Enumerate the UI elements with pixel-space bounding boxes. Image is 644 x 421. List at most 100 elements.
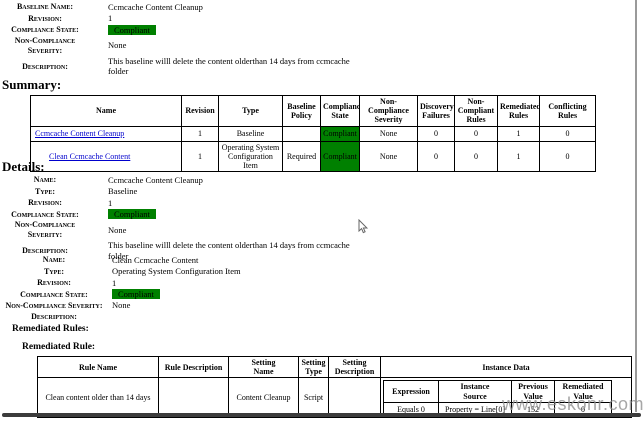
col-conflicting-rules: Conflicting Rules	[539, 95, 596, 127]
cell-discovery-failures: 0	[417, 140, 455, 173]
cell-remediated-rules: 1	[497, 140, 540, 173]
mouse-cursor-icon	[358, 219, 369, 234]
instance-header-row: Expression Instance Source Previous Valu…	[383, 380, 612, 403]
summary-header-row: Name Revision Type Baseline Policy Compl…	[30, 95, 596, 127]
type-row: Type: Baseline	[0, 186, 358, 196]
cell-setting-name: Content Cleanup	[228, 377, 299, 419]
description-label: Description:	[22, 61, 68, 71]
baseline-link[interactable]: Ccmcache Content Cleanup	[35, 128, 125, 138]
compliant-badge: Compliant	[108, 24, 156, 35]
compliance-state-row: Compliance State: Compliant	[0, 209, 358, 220]
baseline-name-row: Baseline Name: Ccmcache Content Cleanup	[0, 2, 358, 12]
name-row: Name: Ccmcache Content Cleanup	[0, 175, 358, 185]
cell-non-compliant-rules: 0	[454, 125, 498, 142]
compliance-state-label: Compliance State:	[20, 289, 88, 299]
cell-non-compliant-rules: 0	[454, 140, 498, 173]
severity-value: None	[108, 224, 127, 235]
severity-row: Non-Compliance Severity: None	[0, 300, 362, 310]
col-compliance-state: Compliance State	[320, 95, 360, 127]
type-value: Operating System Configuration Item	[112, 266, 241, 277]
description-row: Description: This baseline willl delete …	[0, 240, 358, 261]
severity-value: None	[108, 40, 127, 51]
revision-row: Revision: 1	[0, 198, 358, 208]
severity-label: Non-Compliance Severity:	[14, 220, 76, 239]
baseline-link-cell: Ccmcache Content Cleanup	[30, 125, 182, 142]
col-rule-name: Rule Name	[37, 355, 159, 379]
severity-value: None	[112, 300, 131, 311]
description-label: Description:	[31, 311, 77, 321]
description-value: This baseline willl delete the content o…	[108, 240, 350, 261]
revision-label: Revision:	[28, 13, 62, 23]
cell-baseline-policy	[282, 125, 321, 142]
compliant-badge: Compliant	[108, 209, 156, 220]
type-value: Baseline	[108, 186, 138, 197]
cell-setting-description	[328, 377, 381, 419]
revision-value: 1	[108, 13, 113, 24]
rule-table-header-row: Rule Name Rule Description Setting Name …	[37, 355, 632, 379]
compliant-badge: Compliant	[112, 289, 160, 300]
name-value: Ccmcache Content Cleanup	[108, 175, 203, 185]
summary-heading: Summary:	[2, 77, 62, 92]
baseline-name-label: Baseline Name:	[16, 2, 74, 12]
cell-compliance-state: Compliant	[320, 140, 360, 173]
col-rule-description: Rule Description	[158, 355, 229, 379]
severity-row: Non-Compliance Severity: None	[0, 36, 358, 55]
cell-setting-type: Script	[298, 377, 329, 419]
compliance-state-value: Compliant	[108, 209, 358, 220]
description-row: Description: This baseline willl delete …	[0, 56, 358, 77]
type-row: Type: Operating System Configuration Ite…	[0, 266, 362, 276]
cell-baseline-policy: Required	[282, 140, 321, 173]
col-instance-source: Instance Source	[438, 380, 512, 403]
col-remediated-rules: Remediated Rules	[497, 95, 540, 127]
cell-severity: None	[359, 140, 418, 173]
baseline-name-value: Ccmcache Content Cleanup	[108, 2, 203, 12]
cell-revision: 1	[181, 125, 219, 142]
col-setting-description: Setting Description	[328, 355, 381, 379]
description-label: Description:	[22, 245, 68, 255]
cell-severity: None	[359, 125, 418, 142]
name-value: Clean Ccmcache Content	[112, 255, 199, 265]
name-label: Name:	[33, 175, 57, 185]
table-row: Clean Ccmcache Content 1 Operating Syste…	[30, 140, 596, 173]
cell-rule-description	[158, 377, 229, 419]
revision-value: 1	[108, 197, 113, 208]
type-label: Type:	[35, 186, 55, 196]
watermark: www.eskonr.com	[502, 394, 644, 414]
image-frame-right-edge	[635, 0, 637, 412]
remediated-rule-table: Rule Name Rule Description Setting Name …	[37, 355, 632, 419]
image-frame-bottom-edge	[2, 413, 641, 417]
revision-value: 1	[112, 277, 117, 288]
table-row: Ccmcache Content Cleanup 1 Baseline Comp…	[30, 125, 596, 142]
remediated-rule-heading: Remediated Rule:	[22, 342, 96, 352]
cell-rule-name: Clean content older than 14 days	[37, 377, 159, 419]
severity-label: Non-Compliance Severity:	[5, 300, 103, 310]
table-row: Clean content older than 14 days Content…	[37, 377, 632, 419]
name-label: Name:	[42, 255, 66, 265]
col-name: Name	[30, 95, 182, 127]
cell-remediated-rules: 1	[497, 125, 540, 142]
cell-revision: 1	[181, 140, 219, 173]
revision-label: Revision:	[37, 278, 71, 288]
cell-discovery-failures: 0	[417, 125, 455, 142]
compliance-state-label: Compliance State:	[11, 209, 79, 219]
ci-link-cell: Clean Ccmcache Content	[30, 140, 182, 173]
col-baseline-policy: Baseline Policy	[282, 95, 321, 127]
col-expression: Expression	[383, 380, 439, 403]
revision-label: Revision:	[28, 198, 62, 208]
col-discovery-failures: Discovery Failures	[417, 95, 455, 127]
description-value: This baseline willl delete the content o…	[108, 55, 350, 77]
col-non-compliant-rules: Non-Compliant Rules	[454, 95, 498, 127]
detail-block-ci: Name: Clean Ccmcache Content Type: Opera…	[0, 255, 362, 322]
ci-link[interactable]: Clean Ccmcache Content	[49, 151, 131, 161]
col-type: Type	[218, 95, 283, 127]
revision-row: Revision: 1	[0, 13, 358, 23]
name-row: Name: Clean Ccmcache Content	[0, 255, 362, 265]
compliance-state-row: Compliance State: Compliant	[0, 24, 358, 35]
cell-conflicting-rules: 0	[539, 140, 596, 173]
details-heading: Details:	[2, 159, 45, 174]
description-row: Description:	[0, 312, 362, 321]
col-setting-name: Setting Name	[228, 355, 299, 379]
col-instance-data: Instance Data	[380, 355, 632, 379]
compliance-state-value: Compliant	[108, 24, 358, 35]
compliance-state-label: Compliance State:	[11, 25, 79, 35]
